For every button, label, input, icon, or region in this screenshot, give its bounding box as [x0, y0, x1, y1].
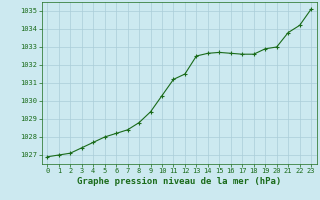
X-axis label: Graphe pression niveau de la mer (hPa): Graphe pression niveau de la mer (hPa) [77, 177, 281, 186]
